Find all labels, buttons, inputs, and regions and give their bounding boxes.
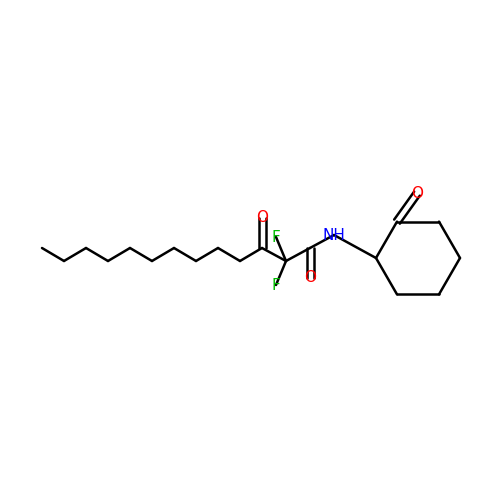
Text: F: F <box>272 278 280 292</box>
Text: O: O <box>411 186 423 201</box>
Text: F: F <box>272 230 280 244</box>
Text: O: O <box>256 210 268 226</box>
Text: O: O <box>304 270 316 285</box>
Text: NH: NH <box>322 228 345 242</box>
